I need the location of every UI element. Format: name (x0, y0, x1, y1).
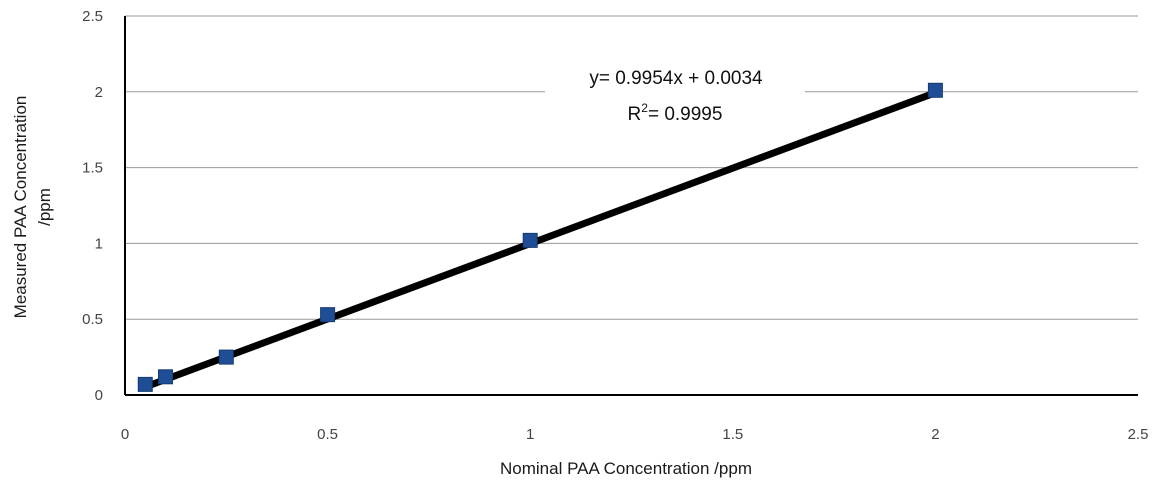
data-points (137, 82, 943, 392)
x-axis-title: Nominal PAA Concentration /ppm (500, 459, 752, 478)
y-tick-label: 2 (95, 84, 103, 101)
data-point (218, 349, 234, 365)
data-point (320, 307, 336, 323)
trendline-equation: y= 0.9954x + 0.0034 (589, 68, 763, 89)
y-tick-label: 1.5 (82, 160, 103, 177)
data-point (522, 232, 538, 248)
axes (124, 16, 1138, 396)
equation-label: y= 0.9954x + 0.0034 R2= 0.9995 (545, 58, 805, 128)
x-tick-label: 0 (121, 426, 129, 443)
y-tick-label: 1 (95, 235, 103, 252)
data-point (927, 82, 943, 98)
x-tick-label: 2.5 (1128, 426, 1149, 443)
y-axis-title-line1: Measured PAA Concentration (11, 96, 30, 319)
x-tick-label: 0.5 (317, 426, 338, 443)
x-tick-label: 1.5 (722, 426, 743, 443)
x-tick-label: 2 (931, 426, 939, 443)
y-axis-title: Measured PAA Concentration /ppm (11, 96, 54, 319)
trendline-group (144, 89, 937, 391)
y-tick-label: 0.5 (82, 311, 103, 328)
y-tick-label: 2.5 (82, 8, 103, 25)
data-point (137, 376, 153, 392)
data-point (158, 369, 174, 385)
gridlines (125, 15, 1138, 320)
y-axis-title-line2: /ppm (35, 188, 54, 226)
y-tick-label: 0 (95, 387, 103, 404)
equation-background (545, 58, 805, 128)
x-tick-label: 1 (526, 426, 534, 443)
y-tick-labels: 0 0.5 1 1.5 2 2.5 (82, 8, 103, 404)
x-tick-labels: 0 0.5 1 1.5 2 2.5 (121, 426, 1149, 443)
r-squared-label: R2= 0.9995 (628, 101, 723, 125)
trendline (144, 89, 937, 391)
